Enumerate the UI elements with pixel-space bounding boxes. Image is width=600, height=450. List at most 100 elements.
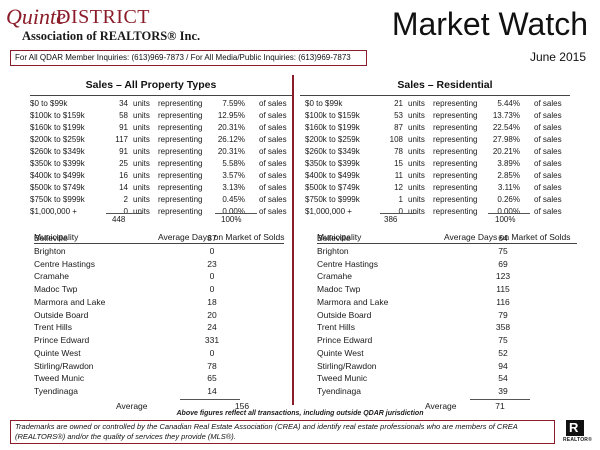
- municipality-row: Belleville 87: [34, 232, 314, 245]
- municipality-name: Belleville: [317, 233, 351, 243]
- average-label: Average: [116, 401, 148, 411]
- unit-count: 21: [394, 99, 403, 108]
- units-label: units: [133, 111, 150, 120]
- of-sales-label: of sales: [259, 99, 287, 108]
- realtor-logo-word: REALTOR®: [563, 437, 592, 443]
- of-sales-label: of sales: [534, 195, 562, 204]
- municipality-name: Madoc Twp: [317, 284, 361, 294]
- municipality-row: Tweed Munic 65: [34, 372, 314, 385]
- municipality-col-header: Municipality: [34, 232, 79, 242]
- municipality-row: Cramahe 0: [34, 270, 314, 283]
- municipality-name: Cramahe: [34, 271, 69, 282]
- units-label: units: [408, 147, 425, 156]
- logo-quinte-text: Quinte: [6, 4, 66, 29]
- avg-days-value: 331: [204, 335, 220, 345]
- sales-all-pct-total-rule: [215, 213, 257, 214]
- representing-label: representing: [158, 171, 203, 180]
- sales-row: $500k to $749k 14 units representing 3.13% of…: [30, 182, 314, 194]
- municipality-name: Tyendinaga: [317, 386, 361, 396]
- of-sales-label: of sales: [259, 135, 287, 144]
- avg-days-value: 116: [496, 296, 510, 307]
- avg-days-value: 0: [209, 284, 215, 294]
- municipality-row: Marmora and Lake 116: [317, 296, 597, 309]
- average-label: Average: [425, 401, 457, 411]
- unit-count: 12: [394, 183, 403, 192]
- unit-count: 14: [119, 183, 128, 192]
- price-range: $0 to $99k: [30, 99, 68, 108]
- realtor-logo-box: [566, 420, 584, 436]
- municipality-name: Prince Edward: [34, 335, 90, 345]
- percent-value: 20.31%: [217, 123, 245, 132]
- municipality-name: Prince Edward: [317, 335, 373, 345]
- price-range: $500k to $749k: [30, 183, 85, 192]
- price-range: $260k to $349k: [30, 147, 85, 156]
- sales-res-pct-total-rule: [488, 213, 530, 214]
- representing-label: representing: [158, 159, 203, 168]
- percent-value: 27.98%: [492, 135, 520, 144]
- municipality-name: Brighton: [34, 245, 66, 256]
- avg-days-value: 64: [498, 233, 508, 243]
- units-label: units: [408, 135, 425, 144]
- realtor-logo-letter: R: [569, 420, 579, 435]
- sales-row: $350k to $399k 15 units representing 3.89% of…: [305, 158, 589, 170]
- avg-days-col-header: Average Days on Market of Solds: [444, 232, 571, 242]
- units-label: units: [408, 99, 425, 108]
- sales-row: $1,000,000 + 0 units representing 0.00% of sa…: [305, 206, 589, 218]
- of-sales-label: of sales: [534, 123, 562, 132]
- price-range: $100k to $159k: [30, 111, 85, 120]
- of-sales-label: of sales: [259, 147, 287, 156]
- avg-days-value: 20: [207, 309, 217, 320]
- dom-all-header: Municipality Average Days on Market of S…: [34, 231, 290, 243]
- unit-count: 34: [119, 99, 128, 108]
- avg-days-value: 39: [498, 386, 508, 396]
- municipality-row: Marmora and Lake 18: [34, 296, 314, 309]
- percent-value: 20.31%: [217, 147, 245, 156]
- price-range: $200k to $259k: [305, 135, 360, 144]
- percent-value: 5.44%: [497, 99, 520, 108]
- units-label: units: [408, 123, 425, 132]
- percent-value: 7.59%: [222, 99, 245, 108]
- representing-label: representing: [158, 207, 203, 216]
- units-label: units: [133, 147, 150, 156]
- sales-row: $400k to $499k 16 units representing 3.57% of…: [30, 170, 314, 182]
- percent-value: 3.11%: [497, 183, 520, 192]
- dom-res-rule: [317, 243, 577, 244]
- realtor-logo: R REALTOR®: [563, 420, 592, 444]
- municipality-name: Trent Hills: [317, 322, 355, 333]
- unit-count: 53: [394, 111, 403, 120]
- unit-count: 11: [394, 171, 403, 180]
- municipality-row: Outside Board 20: [34, 309, 314, 322]
- municipality-name: Outside Board: [317, 309, 372, 320]
- dom-all-table: Belleville 87 Brighton 0 Centre Hastings 23 Cr…: [34, 232, 314, 398]
- avg-days-value: 115: [496, 284, 510, 294]
- municipality-row: Belleville 64: [317, 232, 597, 245]
- representing-label: representing: [158, 111, 203, 120]
- sales-row: $100k to $159k 58 units representing 12.95% o…: [30, 110, 314, 122]
- of-sales-label: of sales: [534, 171, 562, 180]
- municipality-col-header: Municipality: [317, 232, 362, 242]
- municipality-name: Centre Hastings: [317, 258, 378, 269]
- center-divider: [292, 75, 294, 405]
- municipality-name: Madoc Twp: [34, 284, 78, 294]
- avg-days-value: 24: [207, 322, 217, 333]
- representing-label: representing: [158, 123, 203, 132]
- sales-row: $160k to $199k 87 units representing 22.54% o…: [305, 122, 589, 134]
- units-label: units: [133, 135, 150, 144]
- municipality-row: Madoc Twp 0: [34, 283, 314, 296]
- units-label: units: [408, 111, 425, 120]
- percent-value: 3.89%: [497, 159, 520, 168]
- sales-all-total-pct: 100%: [221, 215, 242, 224]
- price-range: $160k to $199k: [305, 123, 360, 132]
- of-sales-label: of sales: [534, 135, 562, 144]
- percent-value: 0.26%: [497, 195, 520, 204]
- municipality-name: Marmora and Lake: [34, 296, 106, 307]
- inquiries-box: For All QDAR Member Inquiries: (613)969-…: [10, 50, 367, 66]
- representing-label: representing: [433, 111, 478, 120]
- units-label: units: [408, 159, 425, 168]
- municipality-row: Stirling/Rawdon 94: [317, 360, 597, 373]
- sales-row: $0 to $99k 34 units representing 7.59% of sal…: [30, 98, 314, 110]
- avg-days-value: 54: [498, 373, 508, 384]
- sales-res-title: Sales – Residential: [397, 79, 493, 91]
- price-range: $260k to $349k: [305, 147, 360, 156]
- dom-res-average-value: 71: [495, 401, 505, 411]
